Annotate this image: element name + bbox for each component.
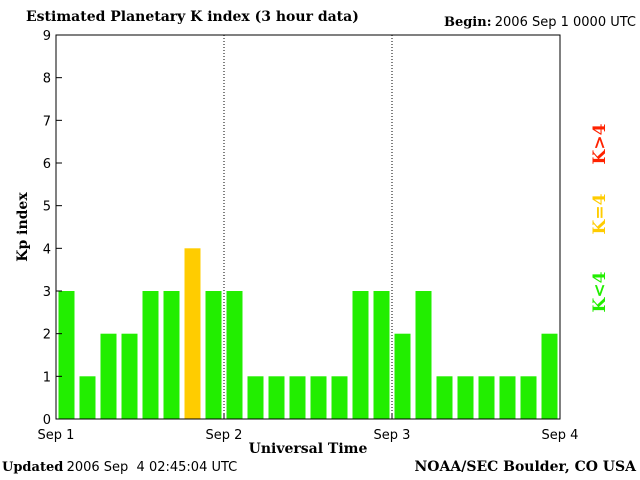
credit-text: NOAA/SEC Boulder, CO USA xyxy=(414,459,637,475)
kp-bar xyxy=(331,376,348,419)
updated-label: Updated xyxy=(2,460,64,475)
kp-bar xyxy=(373,291,390,419)
kp-bar xyxy=(268,376,285,419)
kp-bar xyxy=(541,333,558,419)
day-separators xyxy=(223,35,393,419)
begin-label: Begin: xyxy=(443,15,492,30)
kp-bar xyxy=(163,291,180,419)
x-tick-label: Sep 4 xyxy=(542,428,579,443)
kp-bar xyxy=(499,376,516,419)
legend: K<4 K=4 K>4 xyxy=(590,123,610,312)
kp-bar xyxy=(289,376,306,419)
updated-time: Updated 2006 Sep 4 02:45:04 UTC xyxy=(2,459,237,475)
kp-bar xyxy=(79,376,96,419)
y-tick-label: 5 xyxy=(43,200,51,215)
kp-bar xyxy=(142,291,159,419)
kp-bar xyxy=(310,376,327,419)
x-tick-label: Sep 1 xyxy=(38,428,75,443)
begin-value: 2006 Sep 1 0000 UTC xyxy=(494,15,636,30)
y-axis: 0 1 2 3 4 5 6 7 8 9 xyxy=(43,29,62,428)
y-tick-label: 9 xyxy=(43,29,51,44)
x-axis-label: Universal Time xyxy=(249,441,368,457)
y-tick-label: 7 xyxy=(43,114,51,129)
kp-bar xyxy=(436,376,453,419)
x-tick-label: Sep 3 xyxy=(374,428,411,443)
kp-bar xyxy=(457,376,474,419)
y-axis-label: Kp index xyxy=(15,192,31,262)
kp-bar xyxy=(352,291,369,419)
kp-bar xyxy=(58,291,75,419)
legend-entry: K<4 xyxy=(590,271,610,312)
chart-title: Estimated Planetary K index (3 hour data… xyxy=(26,9,359,25)
x-tick-label: Sep 2 xyxy=(206,428,243,443)
y-tick-label: 6 xyxy=(43,157,51,172)
kp-bar xyxy=(478,376,495,419)
kp-bar xyxy=(520,376,537,419)
updated-value: 2006 Sep 4 02:45:04 UTC xyxy=(66,460,238,475)
kp-bar xyxy=(247,376,264,419)
kp-bar xyxy=(226,291,243,419)
kp-bar xyxy=(121,333,138,419)
kp-bar xyxy=(205,291,222,419)
legend-entry: K>4 xyxy=(590,123,610,164)
kp-bar xyxy=(394,333,411,419)
y-tick-label: 3 xyxy=(43,285,51,300)
begin-time: Begin: 2006 Sep 1 0000 UTC xyxy=(444,14,636,30)
plot-frame xyxy=(55,34,561,420)
x-axis: Sep 1 Sep 2 Sep 3 Sep 4 xyxy=(38,413,579,443)
y-tick-label: 0 xyxy=(43,413,51,428)
bars-group xyxy=(58,248,558,419)
kp-bar xyxy=(415,291,432,419)
kp-bar xyxy=(184,248,201,419)
y-tick-label: 4 xyxy=(43,242,51,257)
kp-bar xyxy=(100,333,117,419)
y-tick-label: 1 xyxy=(43,370,51,385)
y-tick-label: 2 xyxy=(43,328,51,343)
legend-entry: K=4 xyxy=(590,193,610,234)
y-tick-label: 8 xyxy=(43,72,51,87)
